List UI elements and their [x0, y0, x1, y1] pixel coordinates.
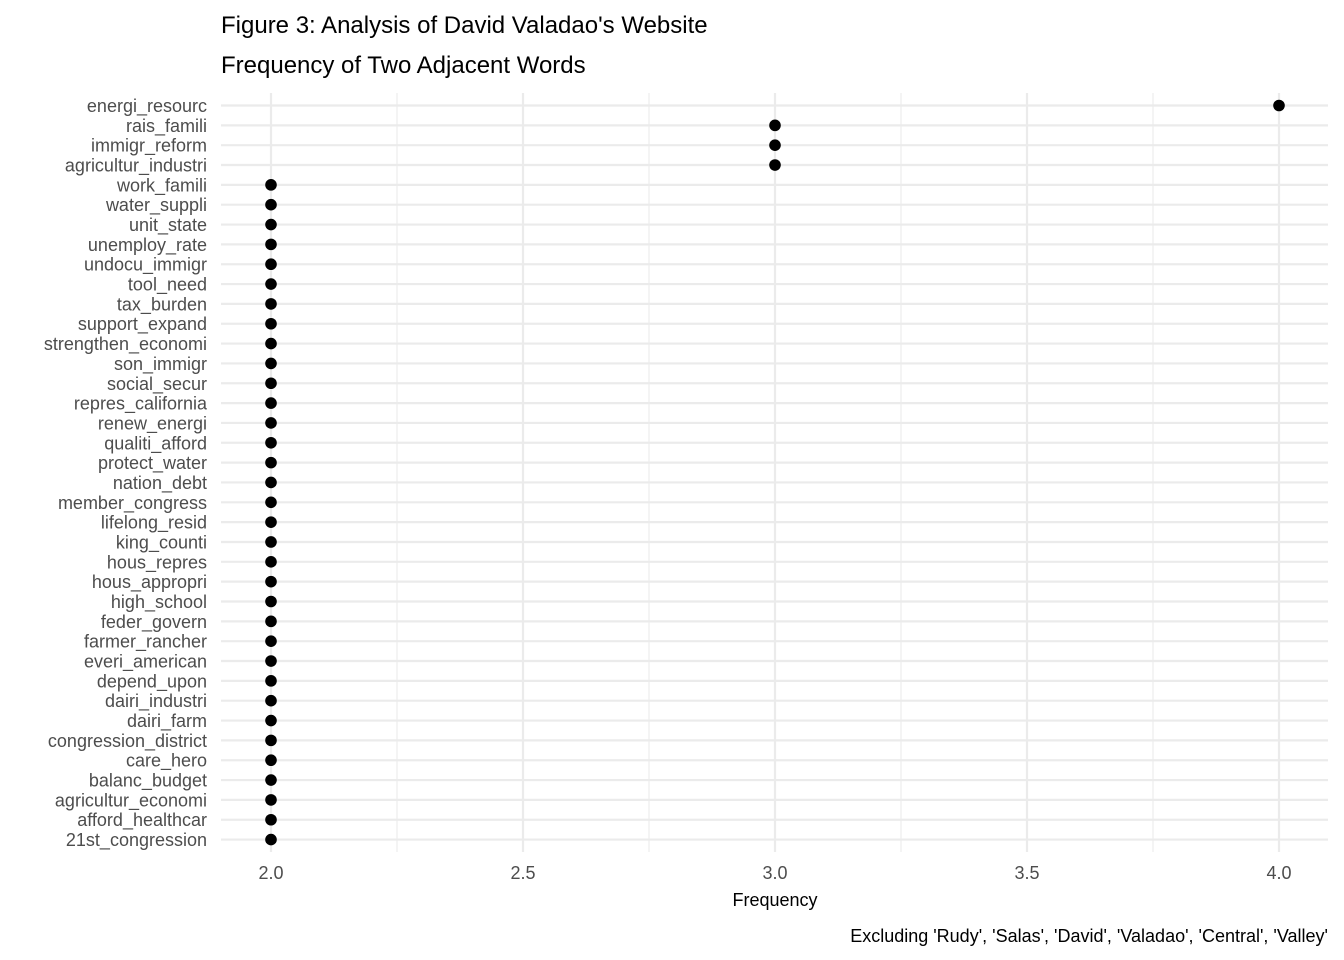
y-tick-label: high_school	[111, 592, 207, 613]
data-points	[265, 99, 1285, 846]
y-tick-label: member_congress	[58, 493, 207, 514]
y-tick-label: qualiti_afford	[104, 433, 207, 454]
data-point	[265, 813, 277, 826]
data-point	[769, 139, 781, 151]
data-point	[265, 456, 277, 469]
y-tick-label: protect_water	[98, 453, 207, 474]
y-tick-label: repres_california	[74, 394, 208, 415]
y-tick-label: tool_need	[128, 275, 207, 296]
y-tick-label: immigr_reform	[91, 136, 207, 157]
y-tick-label: hous_repres	[107, 552, 207, 573]
y-tick-label: farmer_rancher	[84, 632, 207, 653]
y-tick-label: 21st_congression	[66, 830, 207, 851]
y-tick-label: unit_state	[129, 215, 207, 236]
y-tick-label: agricultur_industri	[65, 156, 207, 177]
data-point	[265, 238, 277, 251]
data-point	[265, 754, 277, 767]
chart-title: Figure 3: Analysis of David Valadao's We…	[221, 12, 708, 39]
y-tick-label: work_famili	[116, 175, 207, 196]
y-tick-label: tax_burden	[117, 294, 207, 315]
x-tick-label: 3.5	[1014, 863, 1039, 883]
data-point	[265, 218, 277, 231]
data-point	[265, 714, 277, 727]
y-tick-label: king_counti	[116, 532, 207, 553]
data-point	[265, 357, 277, 370]
y-tick-label: dairi_farm	[127, 711, 207, 732]
data-point	[265, 436, 277, 449]
y-tick-label: agricultur_economi	[55, 790, 207, 811]
y-tick-label: hous_appropri	[92, 572, 207, 593]
y-tick-label: unemploy_rate	[88, 235, 207, 256]
data-point	[265, 794, 277, 806]
data-point	[265, 317, 277, 330]
data-point	[265, 337, 277, 350]
y-tick-label: undocu_immigr	[84, 255, 207, 276]
y-tick-labels: energi_resourcrais_familiimmigr_reformag…	[44, 96, 208, 851]
data-point	[265, 575, 277, 588]
y-tick-label: rais_famili	[126, 116, 207, 137]
data-point	[265, 417, 277, 429]
y-tick-label: nation_debt	[113, 473, 207, 494]
x-tick-label: 3.0	[762, 863, 787, 883]
y-tick-label: everi_american	[84, 652, 207, 673]
data-point	[265, 179, 277, 191]
y-tick-label: strengthen_economi	[44, 334, 207, 355]
data-point	[265, 476, 277, 489]
data-point	[265, 556, 277, 568]
data-point	[265, 595, 277, 608]
y-tick-label: lifelong_resid	[101, 513, 207, 534]
data-point	[265, 536, 277, 548]
data-point	[265, 694, 277, 707]
grid-layer	[221, 93, 1328, 852]
y-tick-label: afford_healthcar	[77, 810, 207, 831]
y-tick-label: son_immigr	[114, 354, 207, 375]
y-tick-label: support_expand	[78, 314, 207, 335]
data-point	[265, 655, 277, 667]
y-tick-label: feder_govern	[101, 612, 207, 633]
chart-subtitle: Frequency of Two Adjacent Words	[221, 52, 586, 79]
data-point	[769, 119, 781, 132]
x-tick-label: 2.0	[258, 863, 283, 883]
y-tick-label: dairi_industri	[105, 691, 207, 712]
data-point	[265, 615, 277, 628]
y-tick-label: depend_upon	[97, 671, 207, 692]
x-axis-label: Frequency	[732, 890, 817, 910]
data-point	[265, 635, 277, 647]
y-tick-label: care_hero	[126, 751, 207, 772]
y-tick-label: energi_resourc	[87, 96, 207, 117]
data-point	[265, 734, 277, 747]
chart-caption: Excluding 'Rudy', 'Salas', 'David', 'Val…	[850, 926, 1328, 946]
data-point	[265, 496, 277, 509]
x-tick-label: 4.0	[1266, 863, 1291, 883]
data-point	[265, 774, 277, 786]
data-point	[265, 258, 277, 271]
y-tick-label: water_suppli	[105, 195, 207, 216]
y-tick-label: renew_energi	[98, 413, 207, 434]
data-point	[265, 298, 277, 310]
data-point	[265, 198, 277, 211]
x-tick-label: 2.5	[510, 863, 535, 883]
data-point	[265, 675, 277, 687]
x-tick-labels: 2.0 2.5 3.0 3.5 4.0	[258, 863, 1291, 883]
data-point	[265, 397, 277, 409]
y-tick-label: social_secur	[107, 374, 207, 395]
data-point	[769, 159, 781, 171]
data-point	[265, 516, 277, 528]
data-point	[265, 833, 277, 846]
y-tick-label: congression_district	[48, 731, 207, 752]
y-tick-label: balanc_budget	[89, 771, 207, 792]
data-point	[265, 377, 277, 390]
data-point	[1273, 99, 1285, 112]
data-point	[265, 278, 277, 290]
